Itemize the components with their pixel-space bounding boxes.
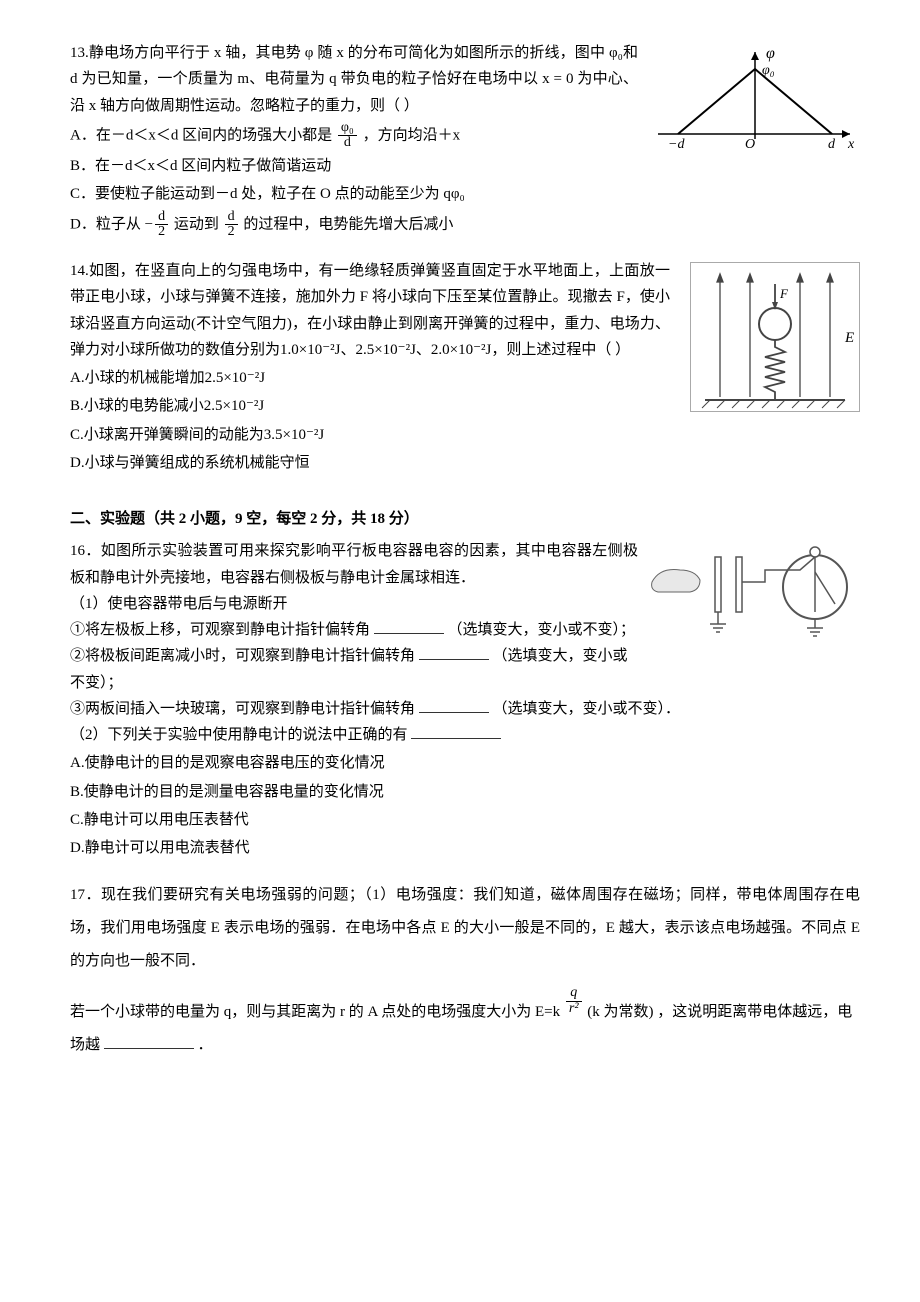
q17-frac: q r² xyxy=(566,986,582,1016)
q13-opt-d: D．粒子从 − d 2 运动到 d 2 的过程中，电势能先增大后减小 xyxy=(70,210,860,240)
q13-opt-d-frac1-num: d xyxy=(155,210,168,226)
q13-opt-a-post: ，方向均沿＋x xyxy=(363,127,461,143)
axis-label-phi0: φ₀ xyxy=(762,63,775,78)
problem-13: φ φ₀ −d O d x 13.静电场方向平行于 x 轴，其电势 φ 随 x … xyxy=(70,40,860,242)
q13-figure: φ φ₀ −d O d x xyxy=(650,44,860,161)
q16-part1-3-text: ③两板间插入一块玻璃，可观察到静电计指针偏转角 xyxy=(70,701,415,717)
q13-opt-d-mid: 运动到 xyxy=(174,216,219,232)
q16-part2-head: （2）下列关于实验中使用静电计的说法中正确的有 xyxy=(70,722,860,748)
q16-opt-d: D.静电计可以用电流表替代 xyxy=(70,835,860,861)
section-2-title: 二、实验题（共 2 小题，9 空，每空 2 分，共 18 分） xyxy=(70,506,860,532)
q13-opt-d-frac2-num: d xyxy=(225,210,238,226)
q13-opt-d-post: 的过程中，电势能先增大后减小 xyxy=(243,216,453,232)
axis-label-neg-d: −d xyxy=(668,137,685,152)
blank-3 xyxy=(419,697,489,713)
problem-14: F E 14.如图，在竖直向上的匀强电场中，有一绝缘轻质弹簧竖直固定于水平地面上… xyxy=(70,258,860,478)
q14-label-F: F xyxy=(779,286,789,301)
axis-label-phi: φ xyxy=(766,45,775,62)
q13-opt-a-frac-num: φ₀ xyxy=(338,121,357,137)
q13-opt-d-frac1-den: 2 xyxy=(155,225,168,240)
q16-part1-2-text: ②将极板间距离减小时，可观察到静电计指针偏转角 xyxy=(70,648,415,664)
q13-opt-a-frac: φ₀ d xyxy=(338,121,357,151)
q16-part1-1-tail: （选填变大，变小或不变）； xyxy=(448,622,636,638)
q17-frac-num: q xyxy=(566,986,582,1002)
q14-label-E: E xyxy=(844,330,854,346)
axis-label-d: d xyxy=(828,137,836,152)
q14-figure: F E xyxy=(690,262,860,421)
q16-opt-a: A.使静电计的目的是观察电容器电压的变化情况 xyxy=(70,750,860,776)
q13-opt-a-frac-den: d xyxy=(338,136,357,151)
q17-text2: 若一个小球带的电量为 q，则与其距离为 r 的 A 点处的电场强度大小为 E=k… xyxy=(70,986,860,1062)
blank-1 xyxy=(374,618,444,634)
q17-period: ． xyxy=(198,1037,213,1053)
blank-4 xyxy=(411,723,501,739)
q13-opt-d-frac1: d 2 xyxy=(155,210,168,240)
q13-opt-c: C．要使粒子能运动到－d 处，粒子在 O 点的动能至少为 qφ₀ xyxy=(70,181,860,207)
blank-2 xyxy=(419,644,489,660)
q16-opt-b: B.使静电计的目的是测量电容器电量的变化情况 xyxy=(70,779,860,805)
axis-label-O: O xyxy=(745,137,755,152)
q13-opt-d-frac2: d 2 xyxy=(225,210,238,240)
q16-part2-head-text: （2）下列关于实验中使用静电计的说法中正确的有 xyxy=(70,727,408,743)
q17-stem: 17．现在我们要研究有关电场强弱的问题；（1）电场强度：我们知道，磁体周围存在磁… xyxy=(70,879,860,978)
q16-part1-3: ③两板间插入一块玻璃，可观察到静电计指针偏转角 （选填变大，变小或不变）． xyxy=(70,696,860,722)
q13-opt-a-pre: A．在－d＜x＜d 区间内的场强大小都是 xyxy=(70,127,332,143)
q16-options: A.使静电计的目的是观察电容器电压的变化情况 B.使静电计的目的是测量电容器电量… xyxy=(70,750,860,861)
q16-part1-1-text: ①将左极板上移，可观察到静电计指针偏转角 xyxy=(70,622,370,638)
q13-opt-d-pre: D．粒子从 xyxy=(70,216,141,232)
q17-text2-pre: 若一个小球带的电量为 q，则与其距离为 r 的 A 点处的电场强度大小为 E=k xyxy=(70,1004,560,1020)
q16-opt-c: C.静电计可以用电压表替代 xyxy=(70,807,860,833)
q13-opt-d-frac2-den: 2 xyxy=(225,225,238,240)
problem-17: 17．现在我们要研究有关电场强弱的问题；（1）电场强度：我们知道，磁体周围存在磁… xyxy=(70,879,860,1062)
q13-opt-c-text: C．要使粒子能运动到－d 处，粒子在 O 点的动能至少为 qφ₀ xyxy=(70,186,465,202)
blank-5 xyxy=(104,1033,194,1049)
problem-16: 16．如图所示实验装置可用来探究影响平行板电容器电容的因素，其中电容器左侧极板和… xyxy=(70,538,860,863)
q14-opt-d: D.小球与弹簧组成的系统机械能守恒 xyxy=(70,450,860,476)
q14-opt-c: C.小球离开弹簧瞬间的动能为3.5×10⁻²J xyxy=(70,422,860,448)
q16-part1-3-tail: （选填变大，变小或不变）． xyxy=(493,701,681,717)
q17-frac-den: r² xyxy=(566,1002,582,1017)
q16-figure xyxy=(650,542,860,651)
axis-label-x: x xyxy=(847,137,855,152)
